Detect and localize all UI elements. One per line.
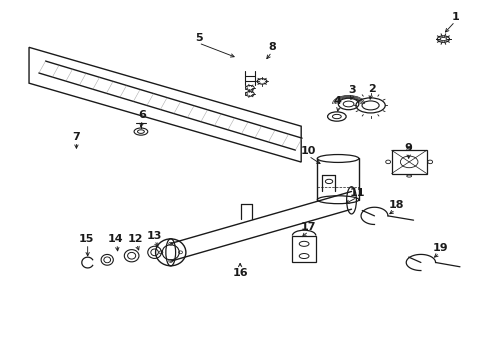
Text: 17: 17: [301, 222, 316, 231]
Text: 12: 12: [127, 234, 143, 244]
Text: 4: 4: [334, 96, 342, 106]
Text: 5: 5: [195, 33, 202, 43]
Text: 15: 15: [78, 234, 94, 244]
Text: 6: 6: [139, 111, 147, 121]
Text: 3: 3: [349, 85, 356, 95]
Text: 7: 7: [73, 132, 80, 142]
Text: 8: 8: [268, 42, 276, 52]
Text: 11: 11: [350, 188, 365, 198]
Text: 16: 16: [232, 268, 248, 278]
Text: 19: 19: [433, 243, 448, 253]
Text: 2: 2: [368, 84, 376, 94]
Text: 1: 1: [451, 12, 459, 22]
Text: 9: 9: [405, 143, 413, 153]
Text: 10: 10: [301, 146, 316, 156]
Text: 14: 14: [108, 234, 123, 244]
Text: 18: 18: [389, 200, 404, 210]
Text: 13: 13: [147, 231, 162, 240]
